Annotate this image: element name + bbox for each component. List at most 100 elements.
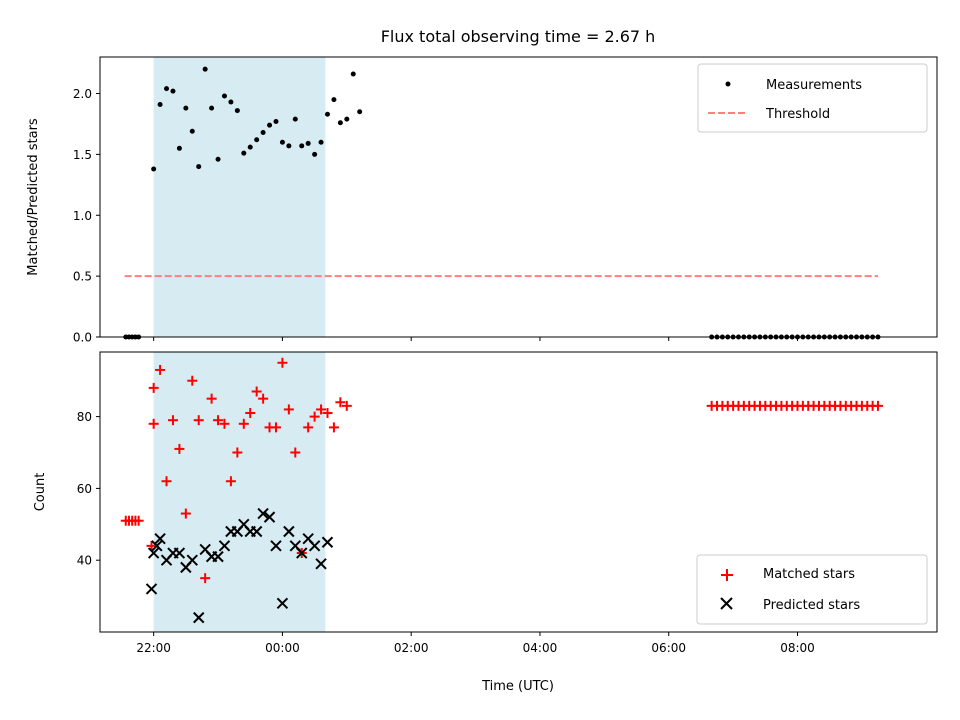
legend-matched-label: Matched stars: [763, 567, 855, 582]
matched-star-point: [167, 415, 178, 426]
top-y-tick-label: 0.0: [73, 331, 92, 345]
predicted-star-point: [151, 540, 163, 552]
x-axis-label: Time (UTC): [481, 679, 554, 694]
matched-star-point: [238, 418, 249, 429]
predicted-star-point: [250, 525, 263, 538]
bottom-y-tick-label: 80: [77, 410, 92, 424]
matched-star-point: [316, 404, 327, 415]
matched-star-point: [290, 447, 301, 458]
matched-star-point: [187, 375, 198, 386]
matched-star-point: [309, 411, 320, 422]
measurement-point: [209, 105, 215, 111]
matched-star-point: [155, 364, 166, 375]
measurement-point: [331, 97, 337, 103]
predicted-star-point: [283, 525, 295, 538]
measurement-point: [151, 166, 157, 172]
top-x-ticks: [153, 337, 798, 341]
bottom-x-ticks: 22:00 00:00 02:00 04:00 06:00 08:00: [136, 632, 815, 655]
bottom-panel: 40 60 80 22:00 00:00 02:00 04:00 06:00 08:00 Co…: [33, 351, 938, 694]
matched-star-point: [251, 386, 262, 397]
predicted-star-point: [186, 554, 198, 566]
predicted-star-point: [321, 536, 334, 548]
matched-star-point: [146, 540, 157, 551]
matched-star-point: [283, 404, 294, 415]
measurement-point: [241, 150, 247, 156]
x-tick-label: 04:00: [523, 641, 558, 655]
predicted-star-point: [263, 511, 276, 523]
top-y-tick-label: 1.5: [73, 148, 92, 162]
matched-star-point: [206, 393, 217, 404]
top-legend-box: [697, 63, 928, 133]
matched-star-point: [328, 422, 339, 433]
measurement-point: [189, 128, 195, 134]
bottom-y-tick-label: 60: [77, 482, 92, 496]
measurement-point: [164, 86, 170, 92]
bottom-y-axis-label: Count: [33, 473, 48, 512]
matched-star-point: [193, 415, 204, 426]
legend-matched-marker: [721, 569, 733, 581]
measurement-point: [286, 143, 292, 149]
predicted-star-point: [145, 583, 158, 595]
measurement-point: [254, 137, 260, 143]
counts-layer: [120, 357, 883, 624]
measurement-point: [337, 120, 343, 126]
predicted-star-point: [276, 597, 289, 609]
legend-measurement-marker: [725, 81, 731, 87]
measurement-point: [260, 129, 266, 135]
measurement-layer: [123, 66, 881, 340]
measurement-point: [279, 139, 285, 145]
predicted-star-point: [308, 540, 321, 552]
measurement-point: [176, 145, 182, 151]
measurement-point: [292, 116, 298, 122]
matched-star-point: [872, 400, 883, 411]
legend-threshold-label: Threshold: [765, 107, 830, 122]
predicted-star-point: [193, 611, 205, 624]
bottom-legend-box: [696, 554, 928, 625]
measurement-point: [318, 139, 324, 145]
predicted-star-point: [154, 532, 166, 545]
matched-star-point: [213, 415, 224, 426]
bottom-shade: [153, 352, 326, 632]
matched-star-point: [148, 418, 159, 429]
top-y-tick-label: 0.5: [73, 270, 92, 284]
measurement-point: [221, 93, 227, 99]
top-shade: [153, 57, 326, 337]
measurement-point: [228, 99, 234, 105]
top-axes-frame: [99, 56, 938, 338]
predicted-star-point: [147, 547, 160, 559]
x-tick-label: 02:00: [394, 641, 429, 655]
predicted-star-point: [270, 540, 282, 552]
measurement-point: [215, 156, 221, 162]
top-panel: 0.00.51.01.52.0 Matched/Predicted stars …: [26, 56, 938, 345]
legend-predicted-marker: [720, 597, 733, 610]
legend-predicted-label: Predicted stars: [763, 598, 860, 613]
matched-star-point: [133, 515, 144, 526]
matched-star-point: [322, 408, 333, 419]
top-y-tick-label: 2.0: [73, 87, 92, 101]
measurement-point: [305, 140, 311, 146]
measurement-point: [234, 108, 240, 114]
top-y-axis-label: Matched/Predicted stars: [26, 118, 41, 276]
top-y-tick-label: 1.0: [73, 209, 92, 223]
matched-star-point: [335, 397, 346, 408]
matched-star-point: [180, 508, 191, 519]
predicted-star-point: [296, 547, 308, 559]
top-y-ticks: 0.0 0.5 1.0 1.5 2.0: [73, 87, 100, 345]
predicted-star-point: [212, 550, 224, 563]
measurement-point: [324, 111, 330, 117]
matched-star-point: [219, 418, 230, 429]
legend-measurements-label: Measurements: [766, 78, 862, 93]
measurement-point: [299, 143, 305, 149]
matched-star-point: [200, 573, 211, 584]
measurement-point: [170, 88, 176, 94]
x-tick-label: 22:00: [136, 641, 171, 655]
bottom-y-ticks: 40 60 80: [77, 410, 100, 568]
matched-star-point: [174, 443, 185, 454]
matched-star-point: [161, 476, 172, 487]
matched-star-point: [303, 422, 314, 433]
measurement-point: [202, 66, 208, 72]
predicted-star-point: [218, 540, 231, 552]
top-legend: Measurements Threshold: [697, 63, 928, 133]
predicted-star-point: [257, 507, 269, 520]
